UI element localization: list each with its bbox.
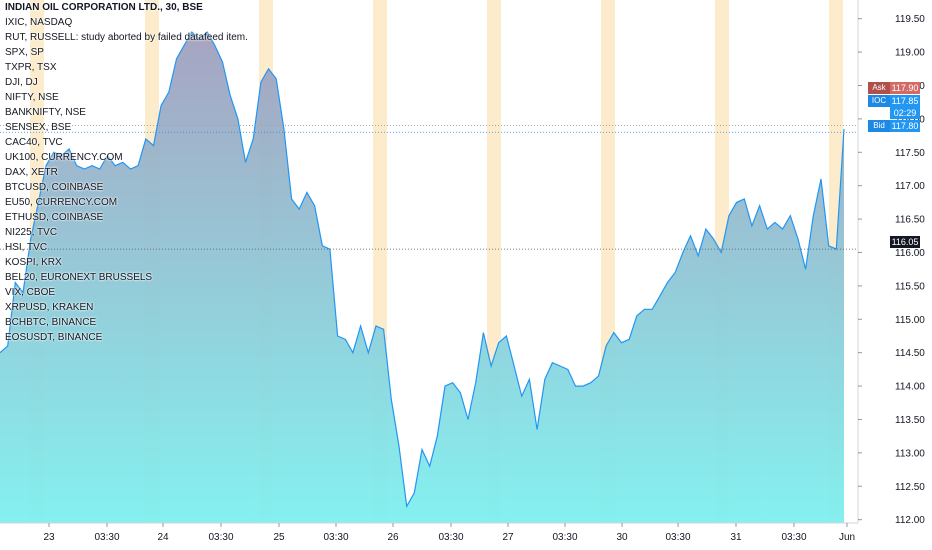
y-tick-label: 116.00 (895, 248, 925, 259)
x-tick-label: 31 (730, 532, 742, 543)
price-label-tag: Bid (868, 120, 890, 132)
legend-item[interactable]: TXPR, TSX (5, 62, 57, 73)
legend-item[interactable]: RUT, RUSSELL: study aborted by failed da… (5, 32, 248, 43)
legend-item[interactable]: XRPUSD, KRAKEN (5, 302, 94, 313)
y-tick-label: 112.00 (895, 515, 925, 526)
x-tick-label: 03:30 (323, 532, 348, 543)
legend-item[interactable]: NIFTY, NSE (5, 92, 59, 103)
y-tick-label: 112.50 (895, 482, 925, 493)
y-tick-label: 115.00 (895, 315, 925, 326)
legend-item[interactable]: UK100, CURRENCY.COM (5, 152, 123, 163)
y-tick-label: 119.00 (895, 48, 925, 59)
legend-item[interactable]: BTCUSD, COINBASE (5, 182, 104, 193)
price-label-value: 117.90 (890, 82, 920, 94)
y-tick-label: 113.50 (895, 415, 925, 426)
price-label-value: 02:29 (890, 107, 920, 119)
x-tick-label: 24 (157, 532, 169, 543)
x-tick-label: 27 (502, 532, 514, 543)
x-tick-label: 26 (387, 532, 399, 543)
price-label-value: 117.85 (890, 95, 920, 107)
y-tick-label: 114.50 (895, 348, 925, 359)
x-tick-label: 23 (43, 532, 55, 543)
chart-title[interactable]: INDIAN OIL CORPORATION LTD., 30, BSE (5, 2, 203, 13)
y-tick-label: 113.00 (895, 448, 925, 459)
x-tick-label: 03:30 (552, 532, 577, 543)
legend-item[interactable]: IXIC, NASDAQ (5, 17, 73, 28)
y-tick-label: 118.00 (895, 114, 925, 125)
legend-item[interactable]: KOSPI, KRX (5, 257, 62, 268)
price-label-value: 116.05 (890, 236, 920, 248)
legend-item[interactable]: EU50, CURRENCY.COM (5, 197, 118, 208)
legend-item[interactable]: NI225, TVC (5, 227, 58, 238)
legend-item[interactable]: SENSEX, BSE (5, 122, 72, 133)
legend-item[interactable]: DJI, DJ (5, 77, 38, 88)
legend-item[interactable]: VIX, CBOE (5, 287, 56, 298)
y-tick-label: 115.50 (895, 281, 925, 292)
x-tick-label: 30 (616, 532, 628, 543)
price-label-tag: IOC (868, 95, 890, 107)
series-area (0, 32, 844, 523)
legend-item[interactable]: BANKNIFTY, NSE (5, 107, 86, 118)
legend-panel: INDIAN OIL CORPORATION LTD., 30, BSE IXI… (5, 0, 248, 345)
price-label-value: 117.80 (890, 120, 920, 132)
legend-item[interactable]: DAX, XETR (5, 167, 58, 178)
legend-item[interactable]: ETHUSD, COINBASE (5, 212, 104, 223)
price-label-tag: Ask (868, 82, 890, 94)
legend-item[interactable]: HSI, TVC (5, 242, 48, 253)
legend-item[interactable]: BCHBTC, BINANCE (5, 317, 97, 328)
x-tick-label: 03:30 (208, 532, 233, 543)
x-tick-label: 03:30 (781, 532, 806, 543)
y-tick-label: 116.50 (895, 215, 925, 226)
x-tick-label: 03:30 (438, 532, 463, 543)
series-line (0, 31, 845, 509)
y-tick-label: 119.50 (895, 14, 925, 25)
legend-item[interactable]: EOSUSDT, BINANCE (5, 332, 103, 343)
x-tick-label: 25 (273, 532, 285, 543)
y-tick-label: 114.00 (895, 382, 925, 393)
y-tick-label: 117.50 (895, 148, 925, 159)
x-tick-label: 03:30 (94, 532, 119, 543)
y-tick-label: 117.00 (895, 181, 925, 192)
x-tick-label: 03:30 (665, 532, 690, 543)
legend-item[interactable]: SPX, SP (5, 47, 44, 58)
x-tick-label: Jun (839, 532, 855, 543)
legend-item[interactable]: CAC40, TVC (5, 137, 63, 148)
legend-item[interactable]: BEL20, EURONEXT BRUSSELS (5, 272, 153, 283)
